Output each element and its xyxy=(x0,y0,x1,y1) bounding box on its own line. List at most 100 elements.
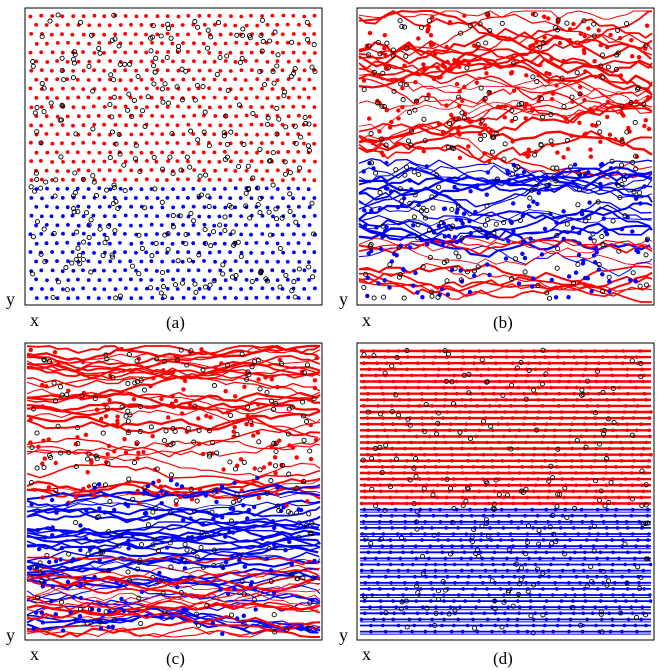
pinning-site xyxy=(491,230,497,236)
red-particle xyxy=(422,349,426,353)
pinning-site xyxy=(30,234,37,240)
blue-particle xyxy=(28,232,33,237)
pinning-site xyxy=(448,551,454,557)
red-particle xyxy=(97,41,102,45)
blue-particle xyxy=(149,205,154,210)
blue-particle xyxy=(155,286,160,291)
blue-particle xyxy=(396,623,401,628)
red-particle xyxy=(40,382,45,388)
red-particle xyxy=(40,404,45,409)
red-particle xyxy=(165,415,171,420)
pinning-site xyxy=(271,440,277,446)
pinning-site xyxy=(290,70,296,77)
pinning-site xyxy=(258,270,264,276)
blue-particle xyxy=(150,295,155,300)
blue-particle xyxy=(451,532,456,536)
pinning-site xyxy=(373,503,379,509)
blue-particle xyxy=(380,544,385,548)
pinning-site xyxy=(109,37,115,43)
red-particle xyxy=(285,22,290,27)
pinning-site xyxy=(266,158,273,164)
blue-particle xyxy=(252,587,257,592)
blue-particle xyxy=(400,562,405,567)
red-particle xyxy=(521,452,526,457)
pinning-site xyxy=(159,269,166,276)
blue-particle xyxy=(505,556,509,561)
red-particle xyxy=(160,114,165,119)
blue-particle xyxy=(611,587,616,591)
red-particle xyxy=(186,13,191,18)
pinning-site xyxy=(568,164,574,170)
blue-particle xyxy=(543,623,547,628)
blue-particle xyxy=(467,219,472,224)
blue-particle xyxy=(620,629,624,634)
pinning-site xyxy=(273,448,279,455)
red-particle xyxy=(171,59,175,64)
pinning-site xyxy=(619,181,625,187)
pinning-site xyxy=(502,141,508,147)
pinning-site xyxy=(385,65,391,71)
red-particle xyxy=(36,444,41,449)
red-particle xyxy=(186,122,191,127)
pinning-site xyxy=(268,478,274,484)
blue-particle xyxy=(617,556,621,561)
pinning-site xyxy=(564,20,570,26)
red-particle xyxy=(609,367,613,372)
pinning-site xyxy=(365,409,371,415)
red-particle xyxy=(92,13,97,18)
pinning-site xyxy=(77,19,84,25)
red-particle xyxy=(285,132,290,137)
red-particle xyxy=(244,96,249,101)
blue-particle xyxy=(28,250,33,254)
red-particle xyxy=(641,379,645,384)
red-particle xyxy=(574,385,579,390)
pinning-site xyxy=(240,26,246,32)
red-particle xyxy=(213,41,218,46)
blue-particle xyxy=(399,629,403,634)
pinning-site xyxy=(136,271,142,277)
red-particle xyxy=(473,501,477,506)
blue-particle xyxy=(360,532,365,536)
red-particle xyxy=(536,49,541,55)
pinning-site xyxy=(103,609,109,615)
blue-particle xyxy=(603,229,608,234)
pinning-site xyxy=(532,11,538,18)
red-particle xyxy=(176,104,180,109)
red-particle xyxy=(409,440,414,445)
red-particle xyxy=(382,46,387,51)
red-particle xyxy=(584,361,589,366)
pinning-site xyxy=(554,503,560,509)
blue-particle xyxy=(61,231,65,236)
red-particle xyxy=(405,422,409,427)
red-particle xyxy=(435,495,439,500)
pinning-site xyxy=(519,101,525,107)
pinning-site xyxy=(214,71,220,77)
pinning-site xyxy=(136,595,142,601)
red-particle xyxy=(313,159,317,164)
blue-particle xyxy=(549,277,554,283)
pinning-site xyxy=(116,43,122,49)
blue-particle xyxy=(383,228,388,233)
blue-particle xyxy=(580,261,586,266)
blue-particle xyxy=(107,204,112,209)
red-particle xyxy=(523,501,527,506)
blue-particle xyxy=(376,507,381,512)
red-particle xyxy=(112,142,117,146)
pinning-site xyxy=(633,153,639,159)
pinning-site xyxy=(598,611,604,617)
red-particle xyxy=(165,14,170,18)
red-particle xyxy=(536,477,540,481)
red-particle xyxy=(483,398,488,402)
blue-particle xyxy=(213,296,218,301)
red-particle xyxy=(459,367,464,372)
blue-particle xyxy=(637,520,642,524)
pinning-site xyxy=(443,378,449,384)
red-particle xyxy=(107,23,112,28)
blue-particle xyxy=(637,581,641,585)
pinning-site xyxy=(590,231,596,237)
pinning-site xyxy=(70,75,76,81)
red-particle xyxy=(466,144,471,149)
red-particle xyxy=(629,38,634,43)
pinning-site xyxy=(407,422,413,428)
blue-particle xyxy=(389,544,394,548)
